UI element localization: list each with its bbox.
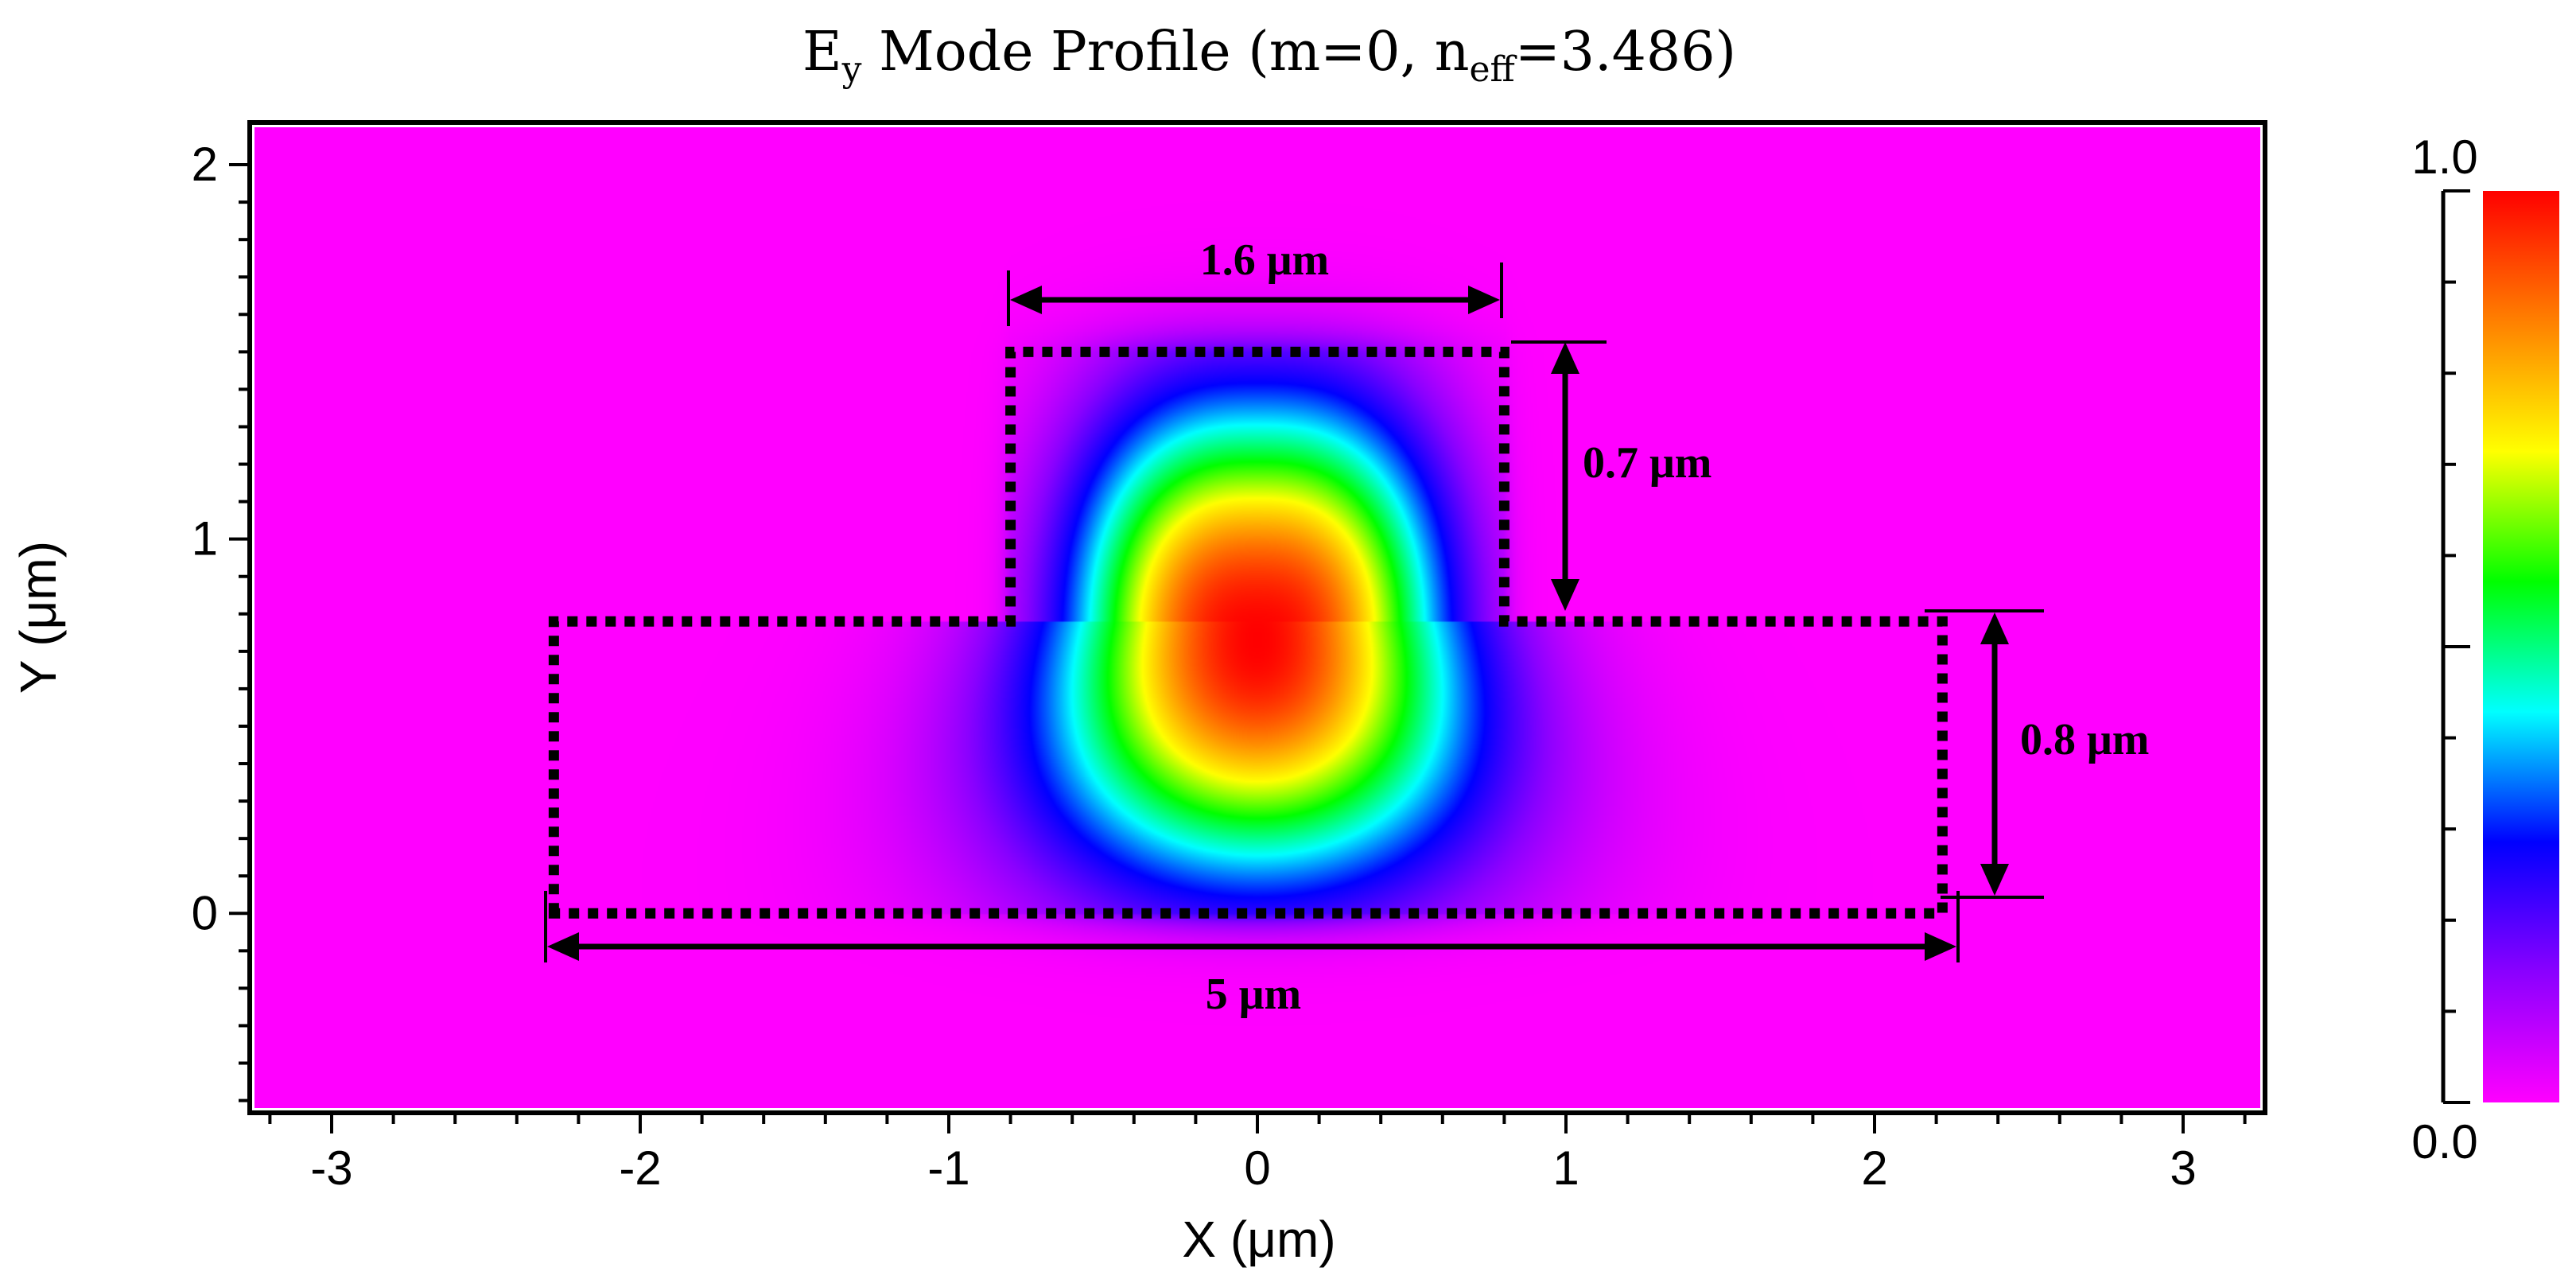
x-axis: -3 -2 -1 0 1 2 3 [268,1113,2247,1195]
y-axis-label: Y (μm) [10,541,67,694]
rib-width-arrowhead-left [1010,286,1042,314]
x-axis-label: X (μm) [1182,1211,1335,1268]
y-tick-label: 2 [192,138,218,191]
rib-height-arrowhead-bottom [1551,579,1579,611]
x-tick-label: 0 [1244,1141,1270,1195]
x-tick-label: 2 [1861,1141,1887,1195]
x-tick-label: 1 [1552,1141,1579,1195]
x-tick-label: 3 [2170,1141,2196,1195]
y-axis: 0 1 2 [192,138,250,1102]
waveguide-overlay: 1.6 μm 0.7 μm 0.8 μm 5 μm [544,235,2149,1019]
rib-width-arrowhead-right [1468,286,1500,314]
colorbar-min-label: 0.0 [2411,1115,2477,1168]
slab-width-label: 5 μm [1206,970,1301,1019]
colorbar-gradient [2483,191,2559,1102]
colorbar-ticks [2443,189,2470,1104]
x-tick-label: -1 [927,1141,969,1195]
y-tick-label: 1 [192,512,218,566]
slab-height-arrowhead-top [1980,612,2009,644]
rib-height-arrowhead-top [1551,342,1579,374]
x-tick-label: -3 [310,1141,352,1195]
colorbar: 1.0 0.0 [2411,130,2559,1168]
rib-width-label: 1.6 μm [1200,235,1329,285]
slab-width-arrowhead-right [1925,932,1956,961]
waveguide-outline [548,346,1948,919]
chart-title: Ey Mode Profile (m=0, neff=3.486) [802,21,1736,90]
slab-height-arrowhead-bottom [1980,864,2009,896]
y-tick-label: 0 [192,886,218,939]
x-tick-label: -2 [619,1141,661,1195]
slab-height-label: 0.8 μm [2020,715,2149,764]
colorbar-max-label: 1.0 [2411,130,2477,184]
rib-height-label: 0.7 μm [1583,438,1712,488]
slab-width-arrowhead-left [547,932,579,961]
